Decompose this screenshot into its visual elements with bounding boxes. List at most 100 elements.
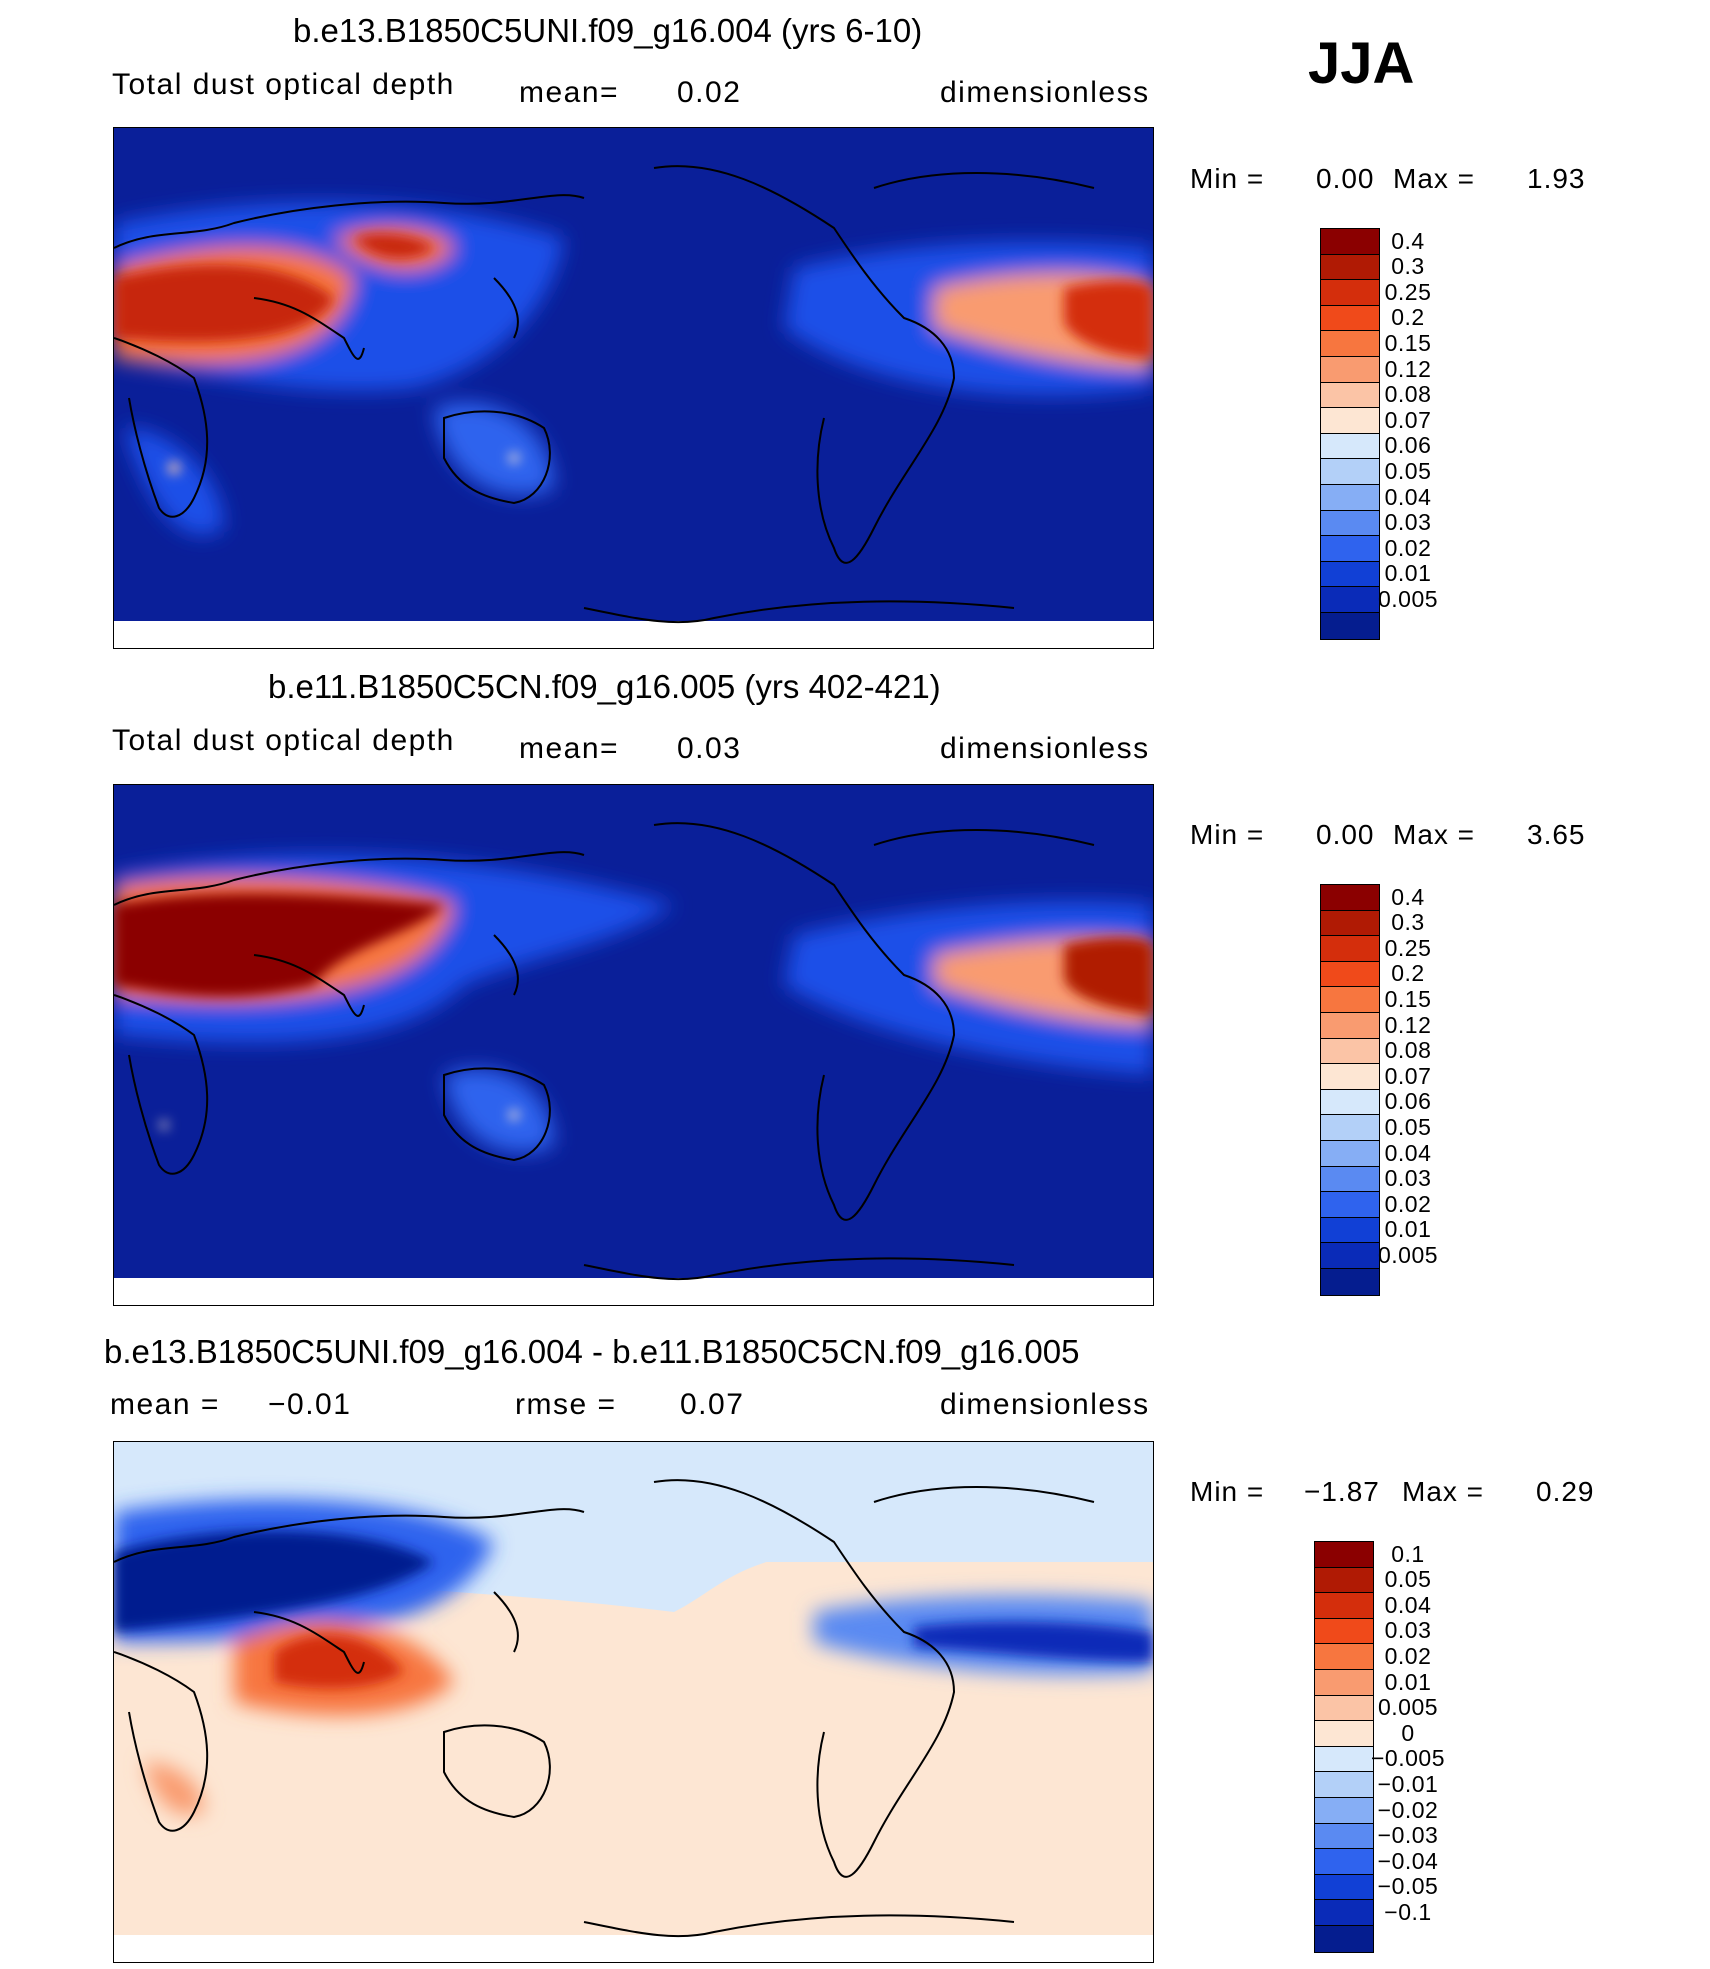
colorbar-swatch <box>1315 1823 1373 1850</box>
colorbar-swatches <box>1314 1541 1374 1953</box>
colorbar-swatch <box>1321 587 1379 613</box>
colorbar-swatch <box>1315 1900 1373 1926</box>
colorbar-tick-label: 0.3 <box>1391 253 1425 280</box>
colorbar-swatch <box>1315 1926 1373 1952</box>
panel2-map-svg <box>114 785 1153 1305</box>
colorbar-tick-label: 0.02 <box>1384 534 1432 561</box>
colorbar-swatch <box>1321 936 1379 962</box>
colorbar-swatch <box>1321 1243 1379 1269</box>
colorbar-tick-label: 0.1 <box>1391 1540 1425 1567</box>
colorbar-tick-label: 0.25 <box>1384 278 1432 305</box>
colorbar-tick-label: 0.06 <box>1384 432 1432 459</box>
colorbar-swatch <box>1321 613 1379 639</box>
colorbar-swatch <box>1321 459 1379 485</box>
colorbar-tick-label: −0.02 <box>1377 1796 1439 1823</box>
panel2-map <box>113 784 1154 1306</box>
colorbar-swatch <box>1321 280 1379 306</box>
colorbar-tick-label: 0.005 <box>1377 1242 1439 1268</box>
colorbar-tick-label: −0.03 <box>1377 1822 1439 1849</box>
colorbar-swatch <box>1321 561 1379 588</box>
colorbar-swatch <box>1321 382 1379 409</box>
colorbar-tick-label: 0.01 <box>1384 560 1432 587</box>
colorbar-tick-label: 0.25 <box>1384 934 1432 961</box>
panel1-variable-label: Total dust optical depth <box>112 68 455 101</box>
colorbar-tick-label: −0.01 <box>1377 1771 1439 1797</box>
panel3-map-svg <box>114 1442 1153 1962</box>
colorbar-swatch <box>1321 1089 1379 1116</box>
panel1-units: dimensionless <box>940 76 1150 109</box>
colorbar-tick-label: 0.04 <box>1384 483 1432 510</box>
colorbar-swatch <box>1321 1038 1379 1065</box>
colorbar-swatches <box>1320 884 1380 1296</box>
panel1-max-value: 1.93 <box>1527 163 1586 194</box>
colorbar-tick-label: 0.02 <box>1384 1190 1432 1217</box>
colorbar-swatch <box>1321 510 1379 537</box>
colorbar-swatch <box>1321 305 1379 332</box>
panel3-mean-value: −0.01 <box>268 1388 352 1421</box>
colorbar-tick-label: 0.02 <box>1384 1643 1432 1669</box>
colorbar-tick-label: 0.4 <box>1391 227 1425 254</box>
colorbar-swatch <box>1315 1721 1373 1747</box>
panel3-max-label: Max = <box>1402 1476 1485 1507</box>
colorbar-tick-label: 0.15 <box>1384 986 1432 1012</box>
colorbar-tick-label: 0.03 <box>1384 509 1432 536</box>
colorbar-swatch <box>1315 1874 1373 1901</box>
colorbar-tick-label: 0.4 <box>1391 883 1425 910</box>
colorbar-tick-label: 0.08 <box>1384 381 1432 408</box>
colorbar-swatch <box>1315 1567 1373 1594</box>
colorbar-swatch <box>1315 1644 1373 1670</box>
panel2-coastlines <box>114 822 1095 1281</box>
panel2-max-value: 3.65 <box>1527 819 1586 850</box>
panel2-min-value: 0.00 <box>1316 819 1375 850</box>
colorbar-swatch <box>1315 1849 1373 1875</box>
colorbar-swatch <box>1321 961 1379 988</box>
colorbar-swatch <box>1321 408 1379 434</box>
panel2-title: b.e11.B1850C5CN.f09_g16.005 (yrs 402-421… <box>268 668 941 705</box>
colorbar-tick-label: −0.05 <box>1377 1873 1439 1900</box>
colorbar-swatch <box>1321 1064 1379 1090</box>
colorbar-tick-label: 0.07 <box>1384 406 1432 433</box>
colorbar-swatch <box>1321 229 1379 255</box>
colorbar-swatch <box>1321 485 1379 511</box>
colorbar-swatch <box>1321 1217 1379 1244</box>
colorbar-tick-label: 0.005 <box>1377 586 1439 612</box>
colorbar-swatch <box>1321 1166 1379 1193</box>
colorbar-swatch <box>1321 433 1379 460</box>
colorbar-tick-label: 0.15 <box>1384 330 1432 356</box>
panel1-mean-label: mean= <box>519 76 620 109</box>
colorbar-tick-label: 0.01 <box>1384 1216 1432 1243</box>
panel3-units: dimensionless <box>940 1388 1150 1421</box>
colorbar-tick-label: −0.005 <box>1371 1745 1445 1772</box>
panel3-min-label: Min = <box>1190 1476 1265 1507</box>
colorbar-swatch <box>1321 885 1379 911</box>
colorbar-swatch <box>1315 1798 1373 1824</box>
panel1-min-label: Min = <box>1190 163 1265 194</box>
colorbar-swatch <box>1321 254 1379 281</box>
colorbar-swatch <box>1321 357 1379 383</box>
colorbar-tick-label: 0.03 <box>1384 1165 1432 1192</box>
panel2-mean-value: 0.03 <box>677 732 742 765</box>
colorbar-swatch <box>1321 536 1379 562</box>
colorbar-tick-label: 0.04 <box>1384 1591 1432 1618</box>
colorbar-tick-label: 0.04 <box>1384 1139 1432 1166</box>
colorbar-tick-label: 0.05 <box>1384 458 1432 484</box>
colorbar-swatch <box>1321 1013 1379 1039</box>
colorbar-swatch <box>1321 1192 1379 1218</box>
colorbar-tick-label: 0.06 <box>1384 1088 1432 1115</box>
panel3-rmse-label: rmse = <box>515 1388 617 1421</box>
colorbar-tick-label: 0.01 <box>1384 1668 1432 1695</box>
colorbar-swatch <box>1321 1269 1379 1295</box>
colorbar-swatch <box>1315 1670 1373 1696</box>
colorbar-tick-label: 0.07 <box>1384 1062 1432 1089</box>
panel2-max-label: Max = <box>1393 819 1476 850</box>
colorbar-swatch <box>1321 1115 1379 1141</box>
panel1-title: b.e13.B1850C5UNI.f09_g16.004 (yrs 6-10) <box>293 12 923 49</box>
panel1-coastlines <box>114 165 1095 624</box>
panel2-min-label: Min = <box>1190 819 1265 850</box>
colorbar-tick-label: −0.1 <box>1384 1899 1432 1925</box>
panel1-mean-value: 0.02 <box>677 76 742 109</box>
colorbar-swatch <box>1315 1746 1373 1773</box>
panel3-min-value: −1.87 <box>1304 1476 1380 1507</box>
colorbar-swatch <box>1321 331 1379 357</box>
panel1-map <box>113 127 1154 649</box>
